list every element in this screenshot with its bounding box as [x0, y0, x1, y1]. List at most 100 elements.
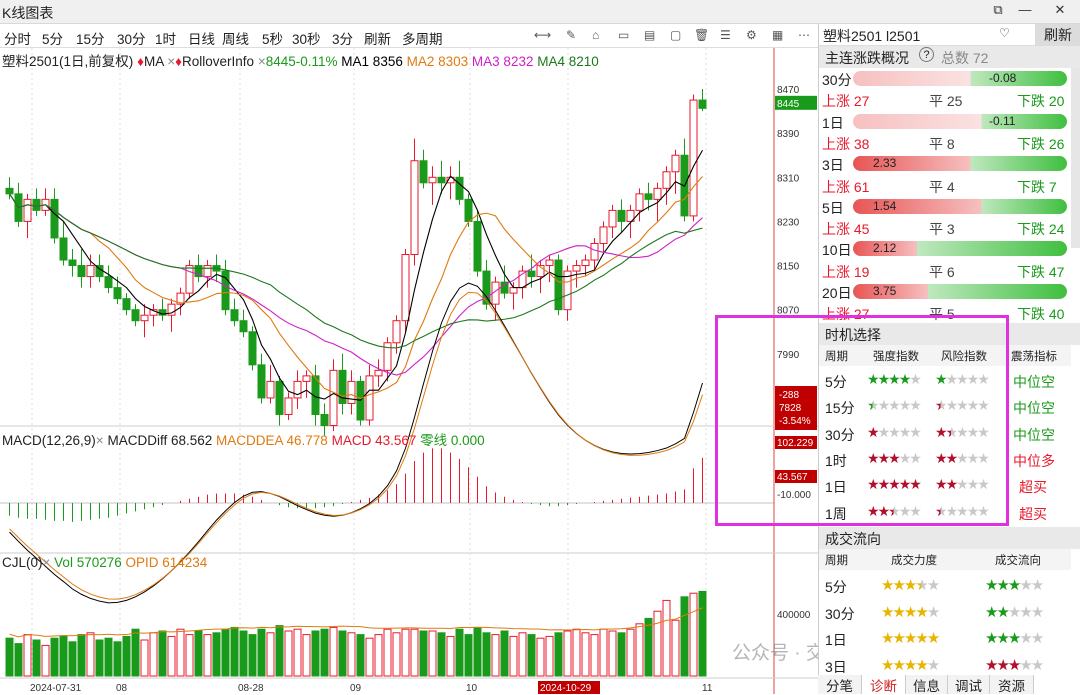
overview-row: 20日 3.75: [819, 281, 1071, 302]
trash-icon[interactable]: 🗑: [694, 28, 710, 42]
candle-body: [536, 265, 545, 278]
kline-chart[interactable]: 847083908310823081508070799079108445-288…: [0, 48, 818, 694]
macd-legend: MACD(12,26,9)× MACDDiff 68.562 MACDDEA 4…: [2, 433, 485, 448]
oscillator-value: 中位多: [1013, 452, 1055, 469]
volume-bar: [536, 637, 545, 677]
tag-icon[interactable]: ▢: [670, 28, 682, 42]
overview-value: 3.75: [873, 284, 897, 298]
volume-bar: [320, 628, 329, 677]
overview-period: 20日: [822, 285, 852, 301]
legend-rollover[interactable]: RolloverInfo: [182, 54, 255, 69]
volume-bar: [554, 632, 563, 677]
period-5[interactable]: 日线: [188, 32, 215, 47]
timing-row: 15分 ★★★★★ ★★★★★ 中位空: [819, 394, 1071, 418]
candle-body: [77, 265, 86, 278]
candle-body: [320, 413, 329, 427]
candle-body: [311, 375, 320, 415]
overview-bar: [853, 113, 1067, 129]
volume-bar: [311, 630, 320, 677]
cursor-icon[interactable]: ⟷: [534, 28, 552, 42]
candle-body: [266, 380, 275, 399]
volume-bar: [86, 632, 95, 677]
timing-period: 30分: [825, 426, 855, 443]
flow-title: 成交流向: [825, 531, 881, 547]
macd-dea-line: [9, 291, 703, 600]
tab-1[interactable]: 诊断: [862, 675, 906, 694]
legend-zero: 零线 0.000: [420, 433, 485, 448]
volume-bar: [509, 635, 518, 677]
tab-0[interactable]: 分笔: [818, 675, 862, 694]
volume-bar: [104, 637, 113, 677]
price-tick: 8470: [777, 85, 800, 96]
legend-ma3: MA3 8232: [471, 54, 534, 69]
period-2[interactable]: 15分: [76, 32, 105, 47]
restore-icon[interactable]: ⧉: [993, 2, 1003, 17]
flow-col-header: 成交流向: [995, 555, 1041, 567]
up-count: 上涨 27: [822, 93, 870, 110]
list-icon[interactable]: ☰: [720, 28, 731, 42]
overview-value: 2.12: [873, 241, 897, 256]
timing-section-header: 时机选择: [819, 323, 1080, 345]
legend-ma[interactable]: MA: [143, 54, 164, 69]
volume-bar: [158, 630, 167, 677]
period-0[interactable]: 分时: [4, 32, 31, 47]
volume-bar: [338, 630, 347, 677]
refresh-button[interactable]: 刷新: [1035, 24, 1080, 46]
period-4[interactable]: 1时: [155, 32, 177, 47]
more-icon[interactable]: ⋯: [798, 28, 810, 42]
settings-icon[interactable]: ⚙: [746, 28, 757, 42]
legend-macddiff: MACDDiff 68.562: [107, 433, 213, 448]
heart-icon[interactable]: ♡: [999, 26, 1010, 40]
up-count: 上涨 61: [822, 178, 870, 195]
risk-stars: ★★★★★: [935, 397, 990, 414]
strength-stars: ★★★★★: [867, 423, 922, 440]
minimize-icon[interactable]: —: [1018, 2, 1032, 17]
candle-body: [428, 176, 437, 184]
period-11[interactable]: 多周期: [402, 32, 443, 47]
period-3[interactable]: 30分: [117, 32, 146, 47]
volume-bar: [374, 634, 383, 677]
scrollbar[interactable]: [1071, 68, 1080, 248]
overview-bar: [853, 198, 1067, 214]
tab-4[interactable]: 资源: [990, 675, 1034, 694]
candle-body: [221, 270, 230, 311]
volume-bar: [122, 635, 131, 677]
period-8[interactable]: 30秒: [292, 32, 321, 47]
period-7[interactable]: 5秒: [262, 32, 284, 47]
volume-bar: [140, 639, 149, 677]
lock-icon[interactable]: ▭: [618, 28, 630, 42]
volume-bar: [14, 643, 23, 677]
tab-2[interactable]: 信息: [906, 675, 948, 694]
flow-strength-stars: ★★★★★: [881, 630, 940, 647]
strength-stars: ★★★★★: [867, 476, 922, 493]
ma1-line: [9, 149, 703, 401]
pen-icon[interactable]: ✎: [566, 28, 577, 42]
candle-body: [635, 193, 644, 211]
overview-bar: [853, 284, 1067, 299]
volume-bar: [635, 623, 644, 677]
flow-row: 1日 ★★★★★ ★★★★★: [819, 626, 1071, 650]
ma2-line: [9, 176, 703, 400]
candle-body: [608, 209, 617, 228]
help-icon[interactable]: ?: [919, 47, 934, 62]
close-icon[interactable]: ✕: [1054, 2, 1066, 17]
layout-icon[interactable]: ▤: [644, 28, 656, 42]
contract-title[interactable]: 塑料2501 l2501: [823, 28, 921, 44]
timing-col-header: 震荡指标: [1011, 351, 1057, 363]
period-10[interactable]: 刷新: [364, 32, 391, 47]
window-title: K线图表: [2, 5, 54, 21]
macd-tick-box: [775, 470, 817, 483]
home-icon[interactable]: ⌂: [592, 28, 600, 42]
tab-3[interactable]: 调试: [948, 675, 990, 694]
period-1[interactable]: 5分: [42, 32, 64, 47]
volume-bar: [617, 632, 626, 677]
grid-icon[interactable]: ▦: [772, 28, 784, 42]
overview-value: -0.11: [989, 113, 1016, 128]
period-9[interactable]: 3分: [332, 32, 354, 47]
period-6[interactable]: 周线: [222, 32, 249, 47]
date-tick: 2024-07-31: [30, 683, 82, 694]
chart-area[interactable]: 847083908310823081508070799079108445-288…: [0, 48, 925, 694]
volume-bar: [419, 630, 428, 677]
candle-body: [104, 276, 113, 289]
timing-period: 1周: [825, 505, 847, 522]
